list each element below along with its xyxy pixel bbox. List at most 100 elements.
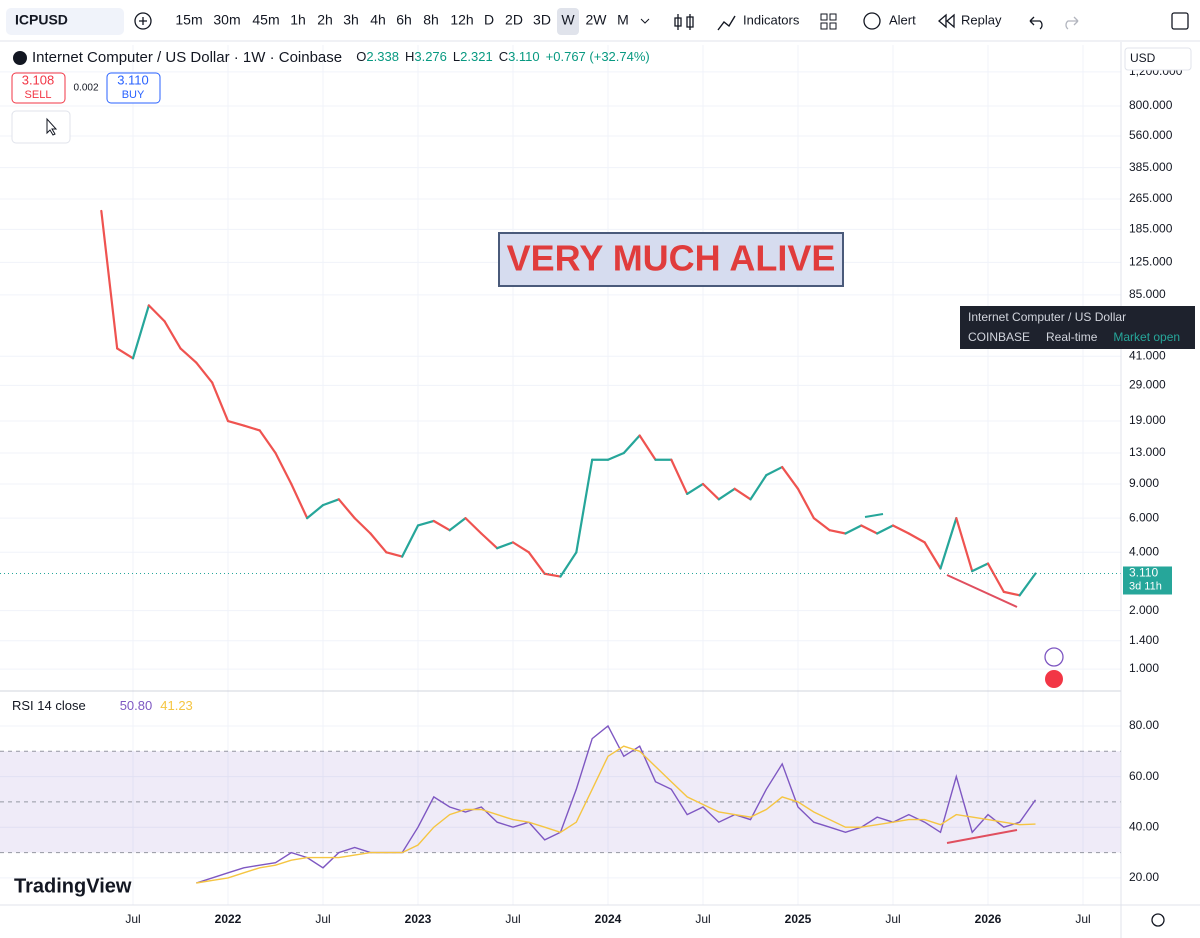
price-segment [1018, 572, 1037, 597]
grid [0, 45, 1121, 905]
alert-button[interactable]: Alert [889, 12, 916, 27]
chart-type-icon[interactable] [674, 14, 694, 30]
price-segment [306, 504, 325, 520]
interval[interactable]: 30m [213, 12, 240, 28]
currency[interactable]: USD [1130, 51, 1156, 65]
price-segment [448, 517, 467, 532]
ohlc-label: L [453, 49, 460, 64]
price-segment [353, 517, 372, 535]
x-tick-label: 2022 [215, 912, 242, 926]
tooltip-line: COINBASE Real-time Market open [968, 330, 1180, 344]
x-tick-label: Jul [1075, 912, 1090, 926]
price-segment [274, 451, 293, 486]
price-segment [211, 381, 230, 423]
drawing-toolbar [11, 110, 71, 144]
replay-icon[interactable] [938, 13, 955, 29]
price-segment [496, 541, 515, 550]
replay-button[interactable]: Replay [961, 12, 1002, 27]
trendline [946, 574, 1018, 608]
rsi-line [196, 724, 1037, 884]
currency-select[interactable] [1124, 47, 1192, 71]
last-price-tag [1123, 566, 1172, 595]
rsi-tick-label: 60.00 [1129, 769, 1159, 783]
undo[interactable] [1029, 16, 1043, 30]
x-tick-label: 2026 [975, 912, 1002, 926]
interval[interactable]: M [617, 12, 629, 28]
interval[interactable]: 15m [175, 12, 202, 28]
price-segment [432, 519, 451, 532]
y-tick-label: 560.000 [1129, 128, 1173, 142]
interval[interactable]: 2h [317, 12, 333, 28]
buy-button[interactable] [106, 72, 161, 104]
price-segment [686, 482, 705, 496]
ohlc-value: 3.276 [414, 49, 447, 64]
x-tick-label: Jul [315, 912, 330, 926]
y-tick-label: 2.000 [1129, 603, 1159, 617]
price-segment [195, 361, 214, 384]
interval[interactable]: 4h [370, 12, 386, 28]
symbol[interactable]: ICPUSD [15, 12, 68, 28]
interval[interactable]: 2W [586, 12, 608, 28]
ohlc-value: 2.321 [460, 49, 493, 64]
interval[interactable]: D [484, 12, 494, 28]
interval[interactable]: W [561, 12, 575, 28]
y-tick-label: 800.000 [1129, 98, 1173, 112]
redo[interactable] [1065, 16, 1079, 30]
trendline [946, 829, 1018, 844]
settings-icon[interactable] [1151, 913, 1165, 927]
interval[interactable]: 12h [450, 12, 473, 28]
sell-button[interactable] [11, 72, 66, 104]
interval[interactable]: 3D [533, 12, 551, 28]
price-segment [242, 424, 261, 432]
price-segment [464, 517, 483, 535]
change: +0.767 (+32.74%) [546, 49, 650, 64]
add-symbol-icon[interactable] [134, 12, 152, 30]
event-icon[interactable] [1044, 647, 1064, 667]
indicators-button[interactable]: Indicators [743, 12, 800, 27]
price-segment [971, 562, 990, 573]
price-segment [907, 532, 926, 544]
rsi-legend: RSI 14 close 50.80 41.23 [12, 698, 193, 713]
y-tick-label: 265.000 [1129, 191, 1173, 205]
interval[interactable]: 8h [423, 12, 439, 28]
feed: Real-time [1046, 330, 1098, 344]
price-segment [733, 487, 752, 501]
price-segment [781, 465, 800, 490]
indicators-icon[interactable] [717, 15, 736, 31]
y-tick-label: 13.000 [1129, 445, 1166, 459]
interval[interactable]: 6h [396, 12, 412, 28]
cursor-tool[interactable] [46, 117, 58, 136]
price-segment [891, 524, 910, 535]
trendline [864, 513, 884, 518]
more-intervals[interactable] [640, 18, 650, 24]
layout-icon[interactable] [820, 13, 828, 21]
layout-icon [829, 13, 837, 21]
price-segment [131, 304, 150, 360]
y-tick-label: 185.000 [1129, 221, 1173, 235]
tooltip-title: Internet Computer / US Dollar [968, 310, 1126, 324]
price-segment [796, 487, 815, 520]
alert-icon[interactable] [863, 12, 881, 30]
price-segment [321, 498, 340, 507]
price-segment [670, 458, 689, 496]
interval[interactable]: 45m [252, 12, 279, 28]
ohlc-label: C [499, 49, 508, 64]
y-tick-label: 29.000 [1129, 378, 1166, 392]
interval[interactable]: 1h [290, 12, 306, 28]
plot [0, 209, 1121, 884]
y-tick-label: 1.400 [1129, 633, 1159, 647]
fullscreen[interactable] [1171, 12, 1189, 30]
interval[interactable]: 3h [343, 12, 359, 28]
buy-label: BUY [122, 89, 145, 101]
y-tick-label: 9.000 [1129, 476, 1159, 490]
price-segment [939, 517, 958, 570]
x-tick-label: Jul [125, 912, 140, 926]
event-icon[interactable] [1045, 670, 1063, 688]
ohlc-value: 2.338 [366, 49, 399, 64]
symbol-search[interactable] [6, 8, 124, 35]
x-tick-label: 2024 [595, 912, 622, 926]
sell-price: 3.108 [22, 72, 55, 87]
interval[interactable]: 2D [505, 12, 523, 28]
rsi-tick-label: 20.00 [1129, 870, 1159, 884]
